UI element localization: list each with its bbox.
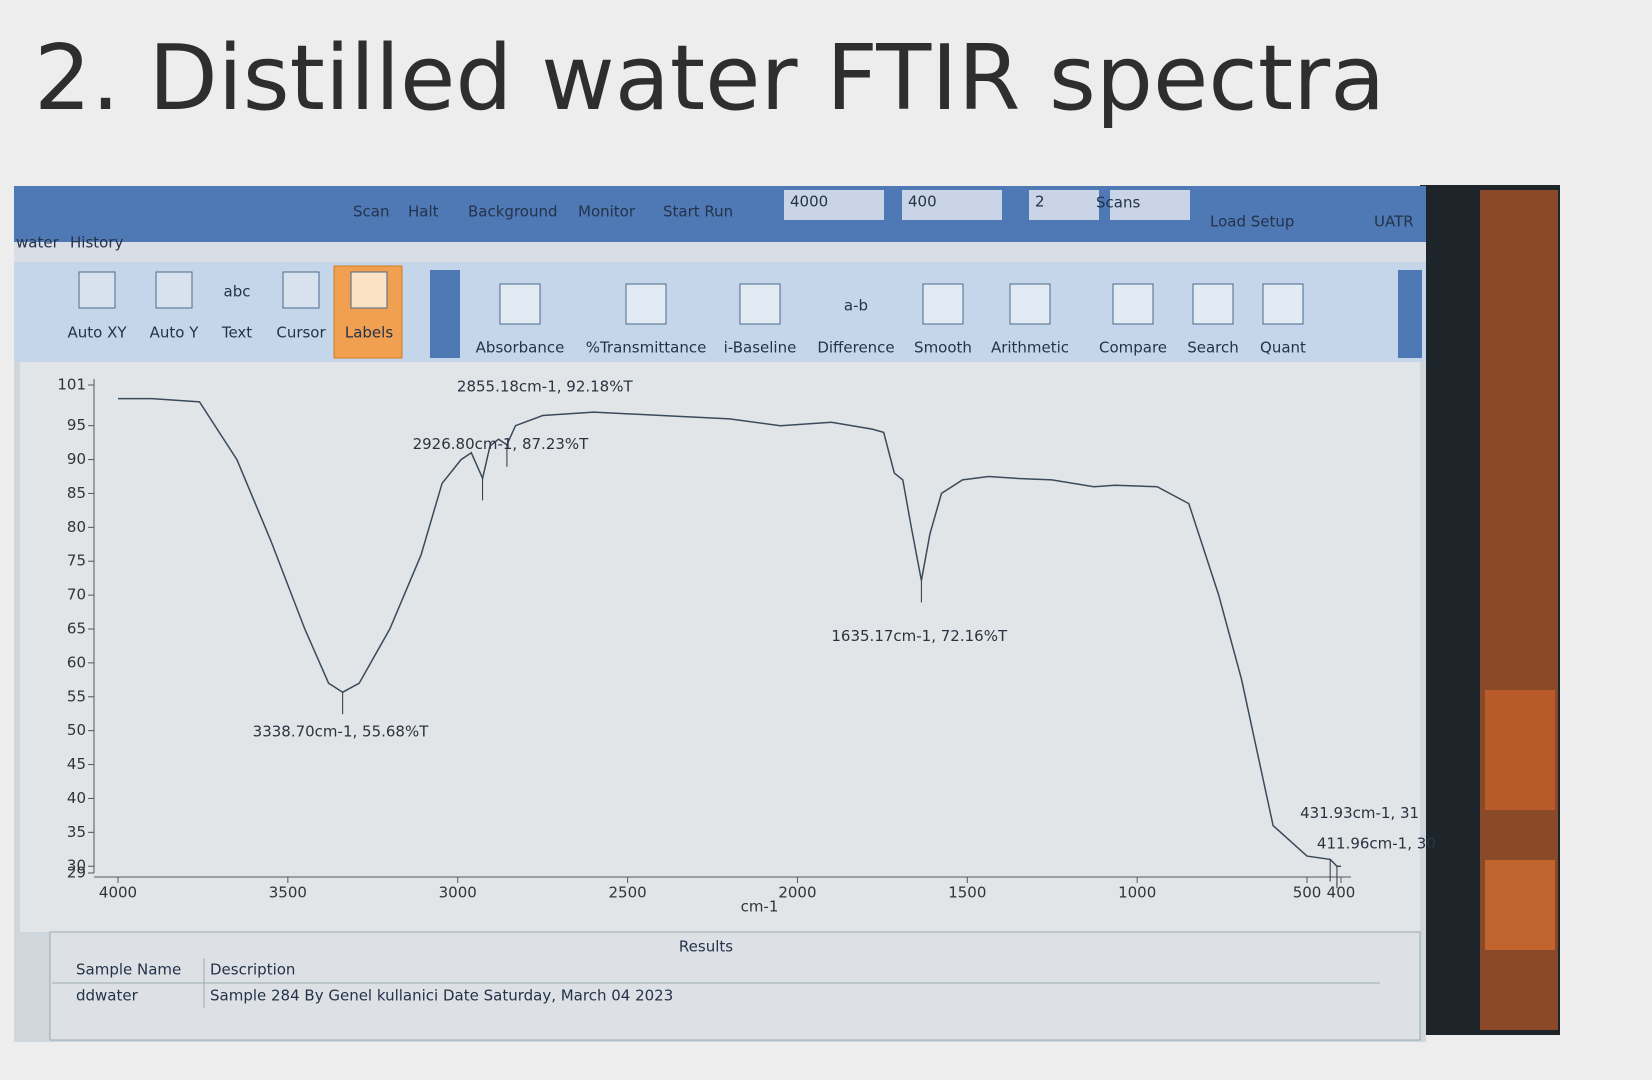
process-icon[interactable] xyxy=(1009,283,1051,325)
toolbar-button[interactable]: Scan xyxy=(353,203,389,221)
toolbar-button[interactable]: Background xyxy=(468,203,558,221)
x-axis-label: cm-1 xyxy=(741,898,779,916)
tab-bar xyxy=(14,242,1426,262)
y-tick-label: 30 xyxy=(67,857,86,875)
peak-label: 2926.80cm-1, 87.23%T xyxy=(413,435,590,453)
tab[interactable]: History xyxy=(70,234,123,252)
top-bar xyxy=(14,186,1426,242)
input-value[interactable]: 400 xyxy=(908,193,937,211)
tool-icon[interactable] xyxy=(78,271,116,309)
tool-icon-text[interactable]: abc xyxy=(224,283,251,301)
process-label[interactable]: Search xyxy=(1187,339,1239,357)
process-icon[interactable] xyxy=(739,283,781,325)
ribbon-separator xyxy=(430,270,460,358)
y-tick-label: 50 xyxy=(67,721,86,739)
peak-label: 3338.70cm-1, 55.68%T xyxy=(253,723,430,741)
toolbar-button[interactable]: Halt xyxy=(408,203,439,221)
tool-label[interactable]: Auto Y xyxy=(150,324,200,342)
plot-panel xyxy=(20,362,1420,932)
y-tick-label: 40 xyxy=(67,789,86,807)
tool-icon[interactable] xyxy=(282,271,320,309)
x-tick-label: 500 xyxy=(1293,884,1322,902)
x-tick-label: 2500 xyxy=(608,884,646,902)
x-tick-label: 3500 xyxy=(269,884,307,902)
tool-label[interactable]: Cursor xyxy=(276,324,326,342)
y-tick-label: 101 xyxy=(57,376,86,394)
column-header[interactable]: Sample Name xyxy=(76,961,181,979)
y-tick-label: 85 xyxy=(67,484,86,502)
spectrum-line xyxy=(118,397,1341,867)
process-icon[interactable] xyxy=(499,283,541,325)
ribbon xyxy=(14,262,1426,362)
cell[interactable]: ddwater xyxy=(76,987,139,1005)
y-tick-label: 29 xyxy=(67,864,86,882)
cell[interactable]: Sample 284 By Genel kullanici Date Satur… xyxy=(210,987,673,1005)
results-title: Results xyxy=(679,938,733,956)
peak-label: 411.96cm-1, 30 xyxy=(1317,835,1436,853)
x-tick-label: 1000 xyxy=(1118,884,1156,902)
process-icon[interactable] xyxy=(1262,283,1304,325)
y-tick-label: 55 xyxy=(67,687,86,705)
slide-title: 2. Distilled water FTIR spectra xyxy=(34,26,1385,131)
background-object xyxy=(1485,690,1555,810)
y-tick-label: 70 xyxy=(67,586,86,604)
peak-label: 1635.17cm-1, 72.16%T xyxy=(831,627,1008,645)
process-label[interactable]: %Transmittance xyxy=(586,339,707,357)
input-value[interactable]: 4000 xyxy=(790,193,828,211)
input-field[interactable] xyxy=(784,190,884,220)
y-tick-label: 80 xyxy=(67,518,86,536)
y-tick-label: 60 xyxy=(67,653,86,671)
load-setup[interactable]: Load Setup xyxy=(1210,213,1294,231)
input-value[interactable]: 2 xyxy=(1035,193,1045,211)
x-tick-label: 400 xyxy=(1327,884,1356,902)
process-label[interactable]: Quant xyxy=(1260,339,1306,357)
y-tick-label: 45 xyxy=(67,755,86,773)
y-tick-label: 35 xyxy=(67,823,86,841)
peak-label: 431.93cm-1, 31 xyxy=(1300,804,1419,822)
x-tick-label: 1500 xyxy=(948,884,986,902)
process-icon[interactable] xyxy=(922,283,964,325)
column-header[interactable]: Description xyxy=(210,961,295,979)
uatr[interactable]: UATR xyxy=(1374,213,1414,231)
process-icon-text[interactable]: a-b xyxy=(844,297,868,315)
y-tick-label: 95 xyxy=(67,416,86,434)
input-field[interactable] xyxy=(902,190,1002,220)
process-label[interactable]: Smooth xyxy=(914,339,972,357)
y-tick-label: 90 xyxy=(67,450,86,468)
x-tick-label: 2000 xyxy=(778,884,816,902)
peak-label: 2855.18cm-1, 92.18%T xyxy=(457,377,634,395)
results-panel xyxy=(49,931,1421,1041)
toolbar-button[interactable]: Monitor xyxy=(578,203,636,221)
ui-layer: Scan Halt Background Monitor Start Run 4000 40… xyxy=(16,190,1414,1008)
process-icon[interactable] xyxy=(625,283,667,325)
tool-icon[interactable] xyxy=(155,271,193,309)
toolbar-button[interactable]: Start Run xyxy=(663,203,733,221)
process-label[interactable]: Absorbance xyxy=(476,339,565,357)
process-icon[interactable] xyxy=(1192,283,1234,325)
x-tick-label: 4000 xyxy=(99,884,137,902)
process-icon[interactable] xyxy=(1112,283,1154,325)
background-object xyxy=(1485,860,1555,950)
tool-label[interactable]: Auto XY xyxy=(67,324,127,342)
tool-label[interactable]: Text xyxy=(221,324,252,342)
process-label[interactable]: Compare xyxy=(1099,339,1167,357)
tool-icon[interactable] xyxy=(350,271,388,309)
x-tick-label: 3000 xyxy=(439,884,477,902)
process-label[interactable]: Arithmetic xyxy=(991,339,1069,357)
y-tick-label: 65 xyxy=(67,620,86,638)
dropdown[interactable] xyxy=(1110,190,1190,220)
process-label[interactable]: Difference xyxy=(817,339,894,357)
y-tick-label: 75 xyxy=(67,552,86,570)
ribbon-separator xyxy=(1398,270,1422,358)
scans-label: Scans xyxy=(1096,194,1140,212)
input-field[interactable] xyxy=(1029,190,1099,220)
process-label[interactable]: i-Baseline xyxy=(724,339,797,357)
tab[interactable]: water xyxy=(16,234,60,252)
tool-label[interactable]: Labels xyxy=(345,324,393,342)
